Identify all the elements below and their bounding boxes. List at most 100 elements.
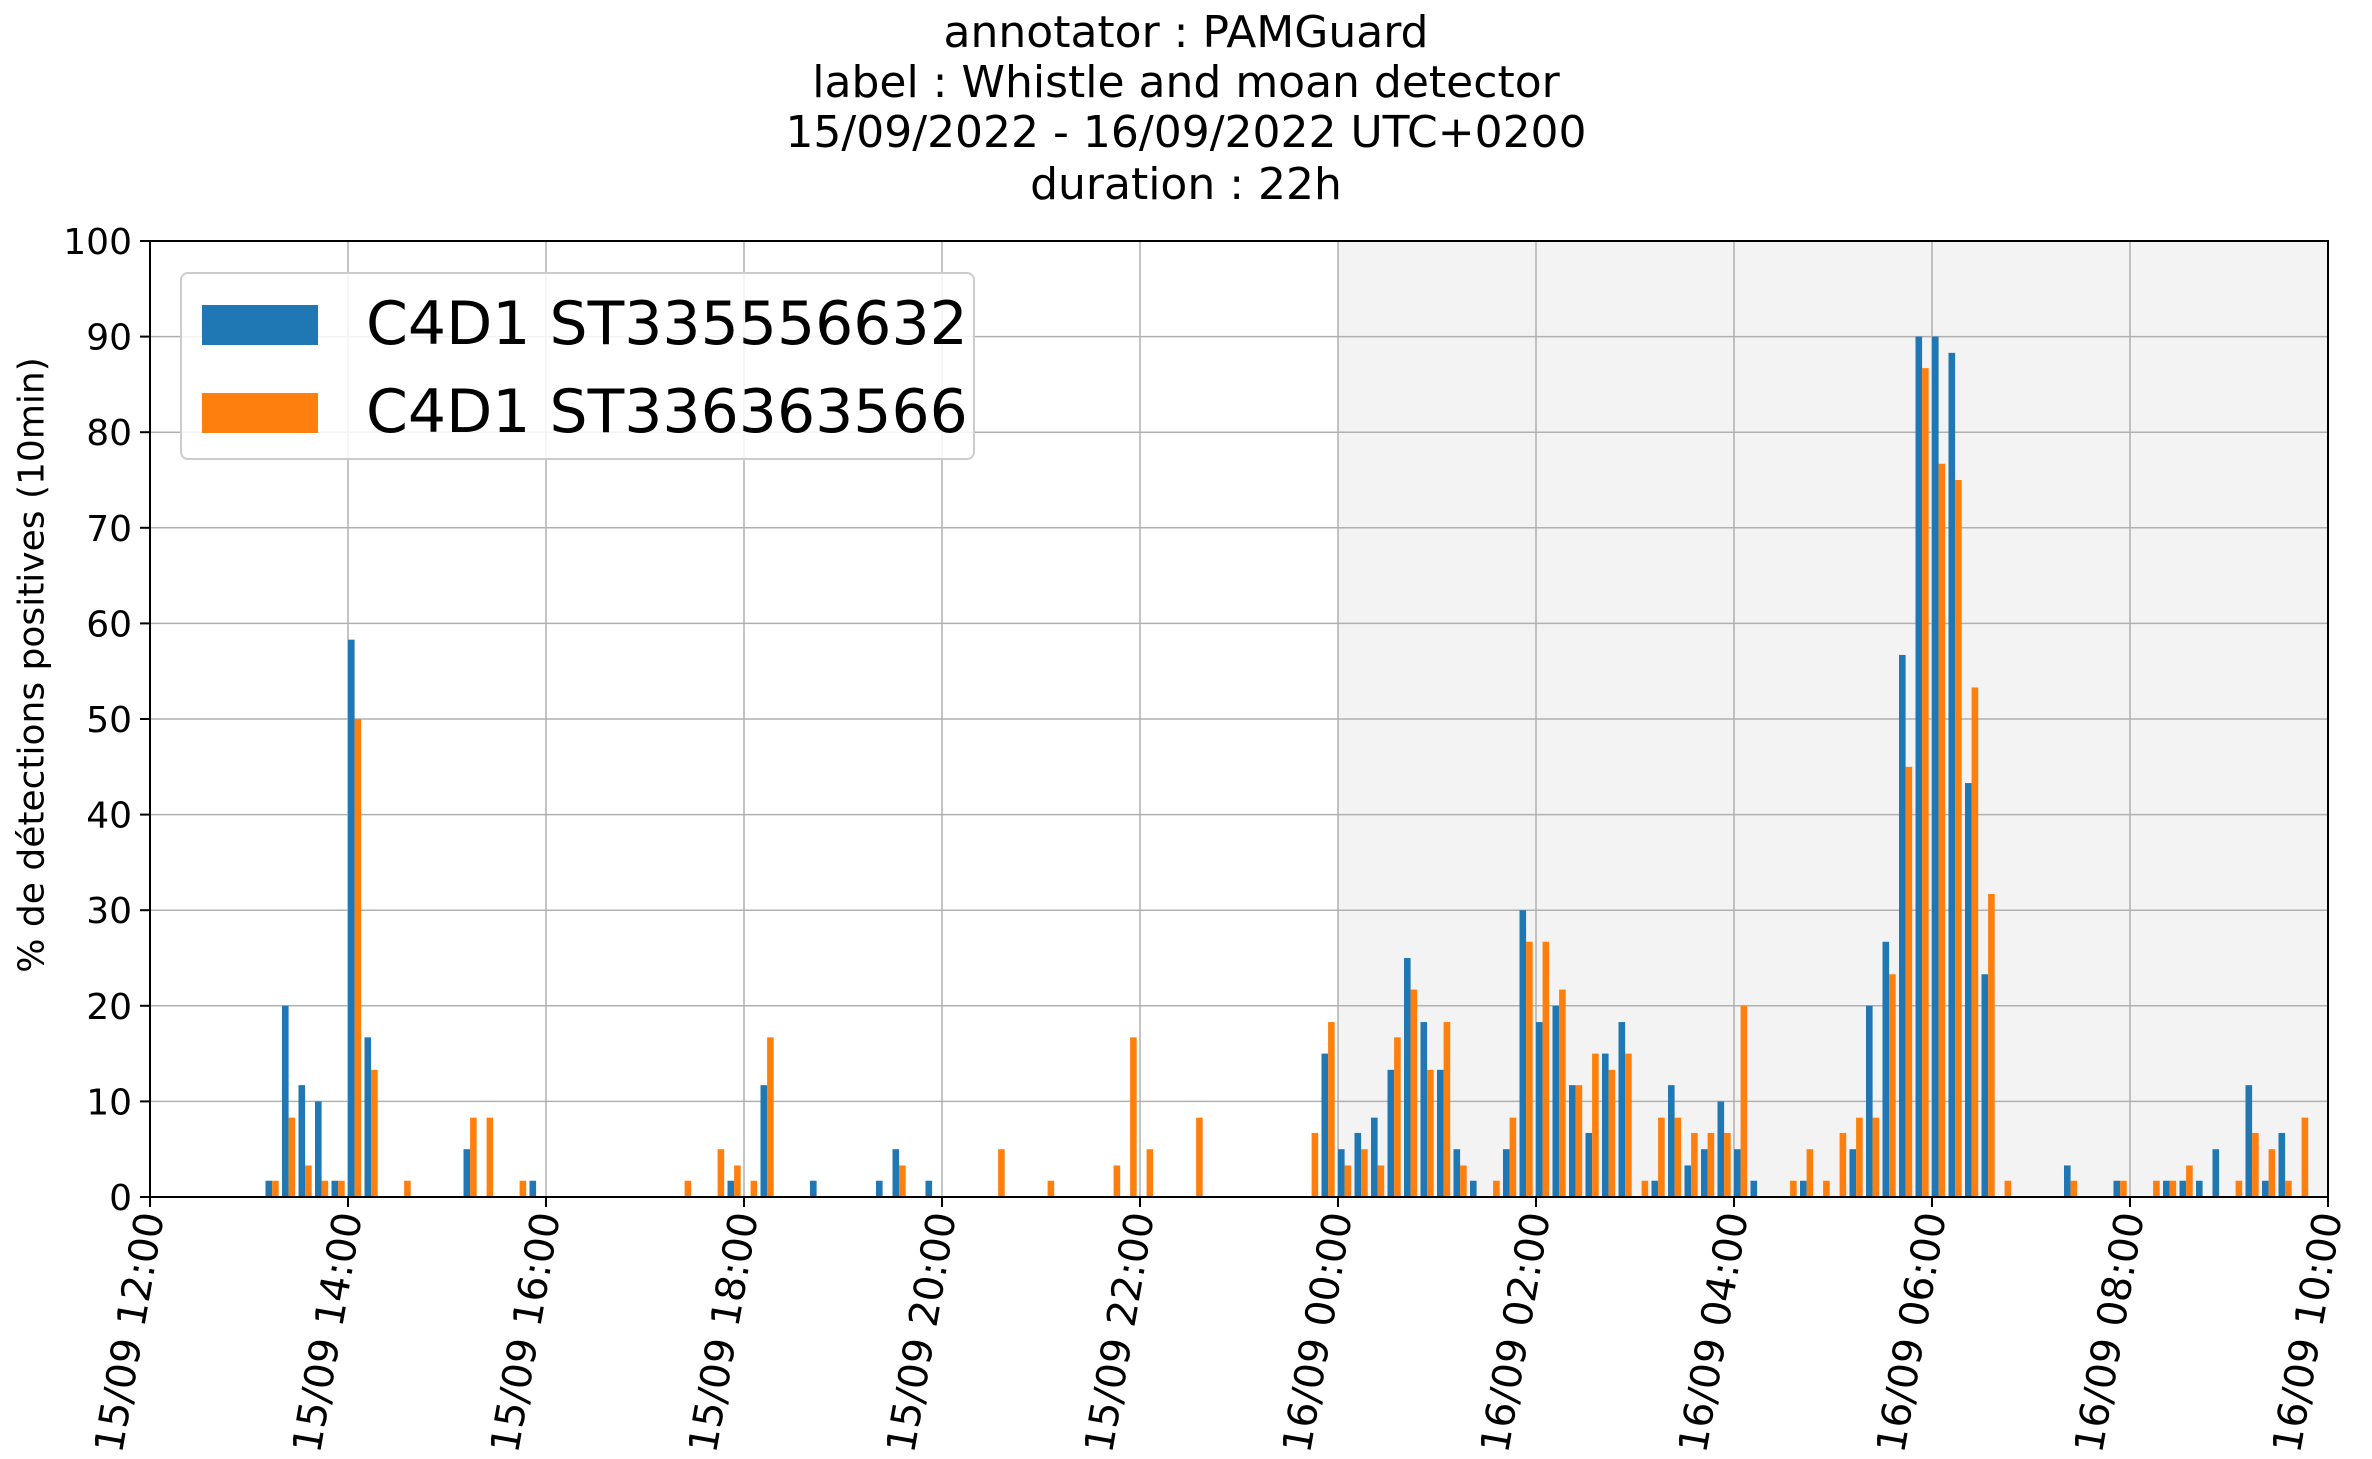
bar-series-2 [1806,1149,1814,1197]
bar-series-2 [1047,1180,1055,1197]
y-tick-label: 60 [86,604,132,645]
bar-series-2 [1493,1180,1500,1197]
bar-series-2 [2153,1180,2160,1197]
bar-series-1 [1915,336,1923,1198]
bar-series-1 [1420,1022,1428,1197]
bar-series-2 [1724,1132,1731,1197]
bar-series-1 [315,1101,322,1197]
bar-series-1 [1618,1022,1626,1197]
bar-series-2 [486,1117,494,1197]
bar-series-2 [2252,1132,2259,1197]
bar-series-2 [1608,1069,1616,1197]
bar-series-2 [1344,1165,1352,1197]
x-tick-label: 15/09 22:00 [1076,1209,1164,1457]
bar-series-1 [463,1149,471,1197]
bar-series-1 [1354,1132,1362,1197]
bar-series-2 [2235,1180,2243,1197]
bar-series-2 [899,1165,906,1197]
bar-series-2 [2070,1180,2078,1197]
bar-series-1 [1899,654,1906,1197]
bar-series-2 [1526,941,1533,1197]
x-tick-label: 16/09 02:00 [1472,1209,1560,1457]
bar-series-2 [1410,989,1418,1197]
bar-series-2 [1856,1117,1863,1197]
bar-series-2 [1443,1022,1451,1197]
bar-series-1 [529,1180,537,1197]
y-tick-label: 90 [86,318,132,359]
bar-series-1 [2179,1180,2187,1197]
bar-series-2 [734,1165,741,1197]
bar-series-1 [1503,1149,1510,1197]
bar-series-1 [1437,1069,1444,1197]
bar-series-1 [1519,910,1527,1197]
bar-series-1 [265,1180,273,1197]
bar-series-2 [1394,1037,1401,1197]
bar-series-1 [1734,1149,1741,1197]
bar-series-2 [371,1069,378,1197]
bar-series-2 [354,719,362,1197]
bar-series-1 [1750,1180,1758,1197]
bar-series-2 [2268,1149,2276,1197]
bar-series-1 [1321,1053,1329,1197]
y-tick-label: 70 [86,509,132,550]
bar-series-1 [2262,1180,2269,1197]
y-tick-label: 10 [86,1082,132,1123]
bar-series-1 [1668,1085,1675,1197]
legend-label-series-1: C4D1 ST335556632 [366,289,968,359]
bar-series-2 [1130,1037,1137,1197]
bar-series-1 [1602,1053,1609,1197]
y-tick-label: 80 [86,413,132,454]
bar-series-2 [1575,1085,1583,1197]
x-tick-label: 16/09 10:00 [2264,1209,2352,1457]
bar-series-1 [331,1180,339,1197]
bar-series-1 [1371,1117,1378,1197]
bar-series-2 [1361,1149,1368,1197]
bar-series-1 [1701,1149,1708,1197]
bar-series-1 [876,1180,883,1197]
bar-series-1 [2196,1180,2203,1197]
chart-title-line-1: annotator : PAMGuard [943,7,1429,58]
bar-series-2 [321,1180,329,1197]
bar-series-2 [519,1180,527,1197]
legend: C4D1 ST335556632 C4D1 ST336363566 [180,272,975,460]
bar-series-2 [404,1180,411,1197]
legend-swatch-series-1 [202,305,318,345]
bar-series-2 [1311,1132,1319,1197]
x-tick-label: 15/09 12:00 [86,1209,174,1457]
bar-series-2 [1542,941,1550,1197]
bar-series-2 [2004,1180,2012,1197]
bar-series-1 [810,1180,817,1197]
y-tick-label: 40 [86,796,132,837]
y-tick-label: 50 [86,700,132,741]
bar-series-2 [1889,974,1896,1197]
x-tick-label: 15/09 16:00 [482,1209,570,1457]
bar-series-2 [1938,463,1946,1197]
bar-series-2 [767,1037,774,1197]
bar-series-1 [1453,1149,1461,1197]
bar-series-1 [1981,974,1989,1197]
bar-series-2 [750,1180,758,1197]
bar-series-2 [1955,480,1962,1197]
bar-series-2 [470,1117,477,1197]
bar-series-2 [1740,1005,1748,1197]
bar-series-2 [1707,1132,1715,1197]
x-tick-label: 16/09 08:00 [2066,1209,2154,1457]
bar-series-1 [1536,1022,1543,1197]
bar-series-2 [1674,1117,1682,1197]
chart-title-line-4: duration : 22h [1030,159,1342,210]
bar-series-2 [1823,1180,1830,1197]
bar-series-2 [1427,1069,1434,1197]
bar-series-2 [1377,1165,1385,1197]
bar-series-1 [1404,958,1411,1197]
bar-series-1 [1882,941,1890,1197]
bar-series-1 [760,1085,768,1197]
bar-series-2 [338,1180,345,1197]
bar-series-1 [1470,1180,1477,1197]
bar-series-2 [1625,1053,1632,1197]
bar-series-1 [298,1085,306,1197]
bar-series-2 [1509,1117,1517,1197]
bar-series-1 [1387,1069,1395,1197]
bar-series-1 [364,1037,372,1197]
bar-series-2 [1790,1180,1797,1197]
bar-series-2 [2301,1117,2309,1197]
